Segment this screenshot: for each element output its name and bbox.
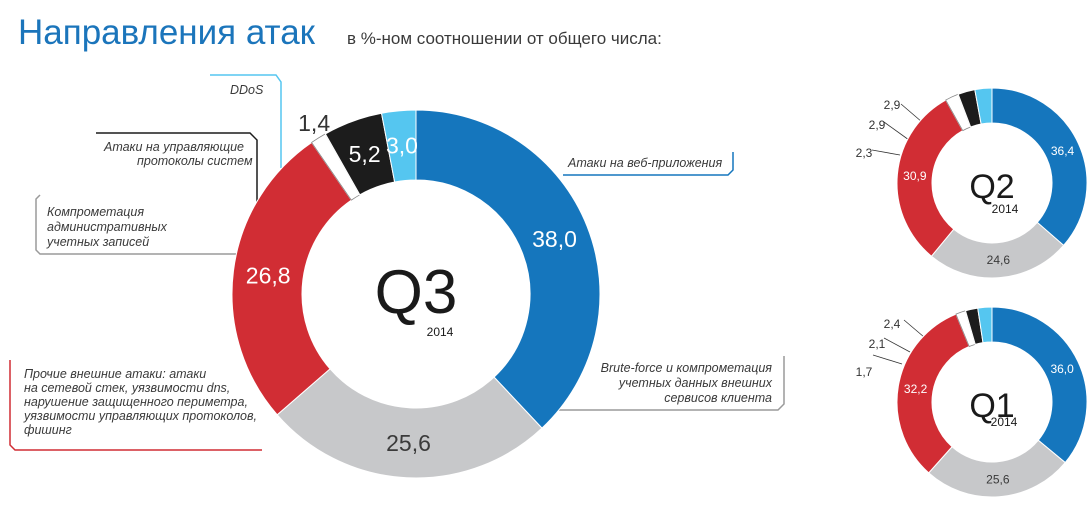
q2-value-control: 2,9 xyxy=(869,118,886,132)
q3-labels: DDoS Атаки на управляющие протоколы сист… xyxy=(23,83,773,437)
page-title: Направления атак xyxy=(18,13,316,52)
label-accounts-2: учетных записей xyxy=(46,235,149,249)
q3-year-label: 2014 xyxy=(427,325,454,339)
q3-value-control: 5,2 xyxy=(349,141,381,167)
q1-quarter-label: Q1 xyxy=(969,387,1014,425)
q3-quarter-label: Q3 xyxy=(375,258,458,327)
q2-quarter-label: Q2 xyxy=(969,168,1014,206)
q1-value-brute: 25,6 xyxy=(986,472,1010,486)
label-other-1: на сетевой стек, уязвимости dns, xyxy=(24,381,230,395)
q1-value-ddos: 2,4 xyxy=(884,317,901,331)
q3-value-other: 26,8 xyxy=(246,262,291,288)
q1-year-label: 2014 xyxy=(991,415,1018,429)
label-web-0: Атаки на веб-приложения xyxy=(567,156,722,170)
callout-line-accounts xyxy=(35,194,258,255)
label-other-0: Прочие внешние атаки: атаки xyxy=(24,367,206,381)
q3-slice-brute xyxy=(276,368,543,479)
q1-value-accounts: 1,7 xyxy=(856,365,873,379)
callout-line-control xyxy=(96,132,258,210)
q1-leader-accounts xyxy=(872,354,903,365)
q2-value-ddos: 2,9 xyxy=(884,98,901,112)
q3-slice-other xyxy=(231,141,353,416)
q3-value-ddos: 3,0 xyxy=(386,133,418,159)
q3-value-web: 38,0 xyxy=(532,226,577,252)
callout-line-other xyxy=(9,360,262,451)
label-other-2: нарушение защищенного периметра, xyxy=(24,395,248,409)
label-accounts-0: Компрометация xyxy=(47,205,144,219)
q2-value-other: 30,9 xyxy=(903,169,927,183)
q3-value-accounts: 1,4 xyxy=(298,110,330,136)
q3-value-brute: 25,6 xyxy=(386,430,431,456)
callout-line-brute xyxy=(535,356,785,411)
label-other-3: уязвимости управляющих протоколов, xyxy=(23,409,257,423)
q1-slice-ddos xyxy=(977,306,993,344)
q2-value-brute: 24,6 xyxy=(987,253,1011,267)
q1-value-control: 2,1 xyxy=(869,337,886,351)
q1-slice-web xyxy=(991,306,1088,464)
callout-line-web xyxy=(563,152,734,176)
q3-slice-web xyxy=(415,109,601,429)
q1-leader-ddos xyxy=(903,319,925,338)
label-control-1: протоколы систем xyxy=(137,154,253,168)
label-accounts-1: административных xyxy=(47,220,168,234)
q1-value-web: 36,0 xyxy=(1050,362,1074,376)
small-callouts xyxy=(871,103,925,365)
label-control-0: Атаки на управляющие xyxy=(103,140,244,154)
callout-line-ddos xyxy=(210,74,282,168)
donut-charts: 38,025,626,81,45,2 3,0Q3201436,424,630,92… xyxy=(231,87,1088,498)
q1-value-other: 32,2 xyxy=(904,382,928,396)
label-brute-2: сервисов клиента xyxy=(664,391,772,405)
q2-value-accounts: 2,3 xyxy=(856,146,873,160)
q2-value-web: 36,4 xyxy=(1051,144,1075,158)
q2-leader-control xyxy=(883,121,910,141)
q2-leader-ddos xyxy=(900,103,923,123)
label-ddos-0: DDoS xyxy=(230,83,264,97)
q3-slice-ddos xyxy=(380,109,417,183)
q2-year-label: 2014 xyxy=(992,202,1019,216)
q2-slice-web xyxy=(991,87,1088,247)
q1-leader-control xyxy=(883,337,911,353)
q1-slice-other xyxy=(896,313,970,474)
label-brute-0: Brute-force и компрометация xyxy=(601,361,773,375)
label-brute-1: учетных данных внешних xyxy=(618,376,773,390)
q2-leader-accounts xyxy=(871,149,901,156)
q2-slice-ddos xyxy=(974,87,993,125)
label-other-4: фишинг xyxy=(24,423,72,437)
page-subtitle: в %-ном соотношении от общего числа: xyxy=(347,29,662,48)
q3-callouts xyxy=(9,74,785,451)
